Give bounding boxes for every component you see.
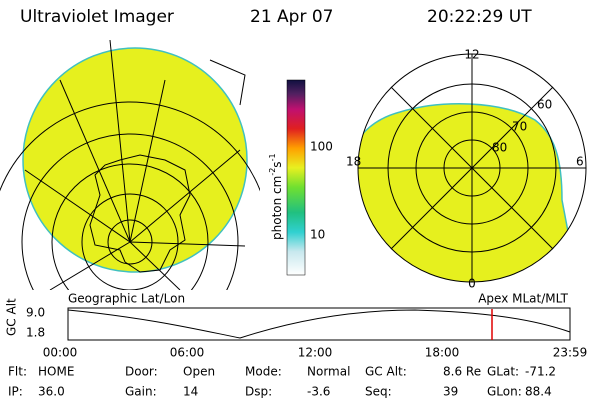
strip-axis-label: GC Alt [5, 298, 19, 336]
date: 21 Apr 07 [250, 7, 333, 27]
status-value: 36.0 [38, 385, 65, 399]
colorbar-label: 10 [310, 228, 325, 242]
mlt-label: 12 [464, 48, 479, 62]
colorbar-unit: photon cm-2s-1 [268, 153, 284, 240]
time-label: 23:59 [553, 346, 588, 360]
status-value: 8.6 Re [443, 365, 481, 379]
strip-tick: 1.8 [26, 326, 45, 340]
status-value: HOME [38, 365, 74, 379]
apex-polar-plot: 12 18 6 0 60 70 80 [346, 48, 587, 291]
status-value: 14 [183, 385, 198, 399]
status-label: Gain: [125, 385, 157, 399]
status-label: GLon: [487, 385, 522, 399]
title: Ultraviolet Imager [20, 7, 174, 27]
time-label: 06:00 [170, 346, 205, 360]
strip-tick: 9.0 [26, 306, 45, 320]
status-label: Door: [125, 365, 158, 379]
mlat-label: 80 [492, 141, 507, 155]
colorbar: 100 10 photon cm-2s-1 [268, 79, 333, 276]
status-label: Dsp: [245, 385, 272, 399]
time-label: 12:00 [298, 346, 333, 360]
colorbar-label: 100 [310, 140, 333, 154]
status-value: Normal [307, 365, 350, 379]
header: Ultraviolet Imager 21 Apr 07 20:22:29 UT [20, 7, 532, 27]
mlat-label: 70 [512, 120, 527, 134]
footer: Flt: HOME Door: Open Mode: Normal GC Alt: 8.6 R… [8, 365, 556, 399]
status-label: GC Alt: [365, 365, 407, 379]
mlat-label: 60 [537, 98, 552, 112]
right-caption: Apex MLat/MLT [478, 292, 568, 306]
status-label: Seq: [365, 385, 392, 399]
status-value: 39 [443, 385, 458, 399]
left-caption: Geographic Lat/Lon [68, 292, 185, 306]
status-value: -3.6 [307, 385, 330, 399]
status-label: Mode: [245, 365, 282, 379]
status-value: 88.4 [525, 385, 552, 399]
mlt-label: 6 [576, 155, 584, 169]
time-label: 18:00 [425, 346, 460, 360]
geographic-image [0, 39, 260, 290]
time: 20:22:29 UT [427, 7, 532, 27]
status-label: Flt: [8, 365, 27, 379]
status-label: GLat: [487, 365, 519, 379]
status-value: -71.2 [525, 365, 556, 379]
status-value: Open [183, 365, 215, 379]
time-label: 00:00 [43, 346, 78, 360]
mlt-label: 18 [346, 155, 361, 169]
mlt-label: 0 [468, 277, 476, 291]
altitude-strip: Geographic Lat/Lon Apex MLat/MLT GC Alt … [5, 292, 588, 360]
status-label: IP: [8, 385, 23, 399]
